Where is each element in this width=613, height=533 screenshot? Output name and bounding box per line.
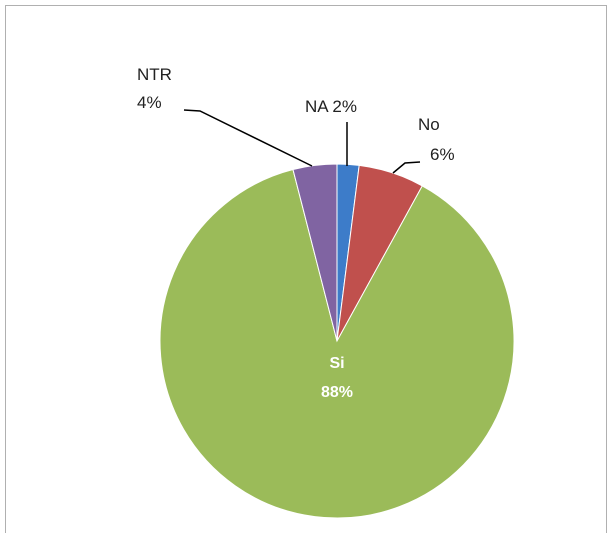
pie-slice xyxy=(159,168,515,519)
slice-label: NA 2% xyxy=(305,97,357,116)
category-label: Si xyxy=(329,355,344,372)
category-label: NTR xyxy=(137,65,172,84)
leader-line xyxy=(392,161,421,174)
value-label: 4% xyxy=(137,93,162,112)
pie-slice xyxy=(292,163,338,342)
leader-line xyxy=(183,109,313,167)
category-label: No xyxy=(418,115,440,134)
value-label: 88% xyxy=(321,384,353,401)
value-label: 2% xyxy=(332,97,357,116)
category-label: NA xyxy=(305,97,329,116)
value-label: 6% xyxy=(430,145,455,164)
